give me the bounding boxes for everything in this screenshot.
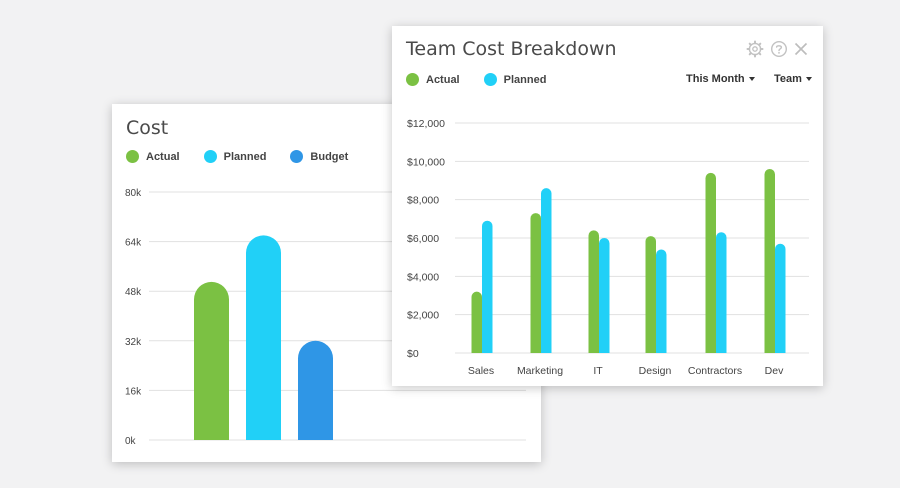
bar-planned-sales — [482, 220, 493, 353]
y-tick-label: 16k — [125, 386, 142, 397]
period-dropdown-label: This Month — [686, 73, 745, 85]
x-tick-label: Contractors — [688, 365, 742, 377]
team-legend: Actual Planned — [406, 73, 570, 86]
legend-item-planned[interactable]: Planned — [483, 73, 547, 86]
legend-label: Planned — [223, 150, 267, 163]
x-tick-label: Marketing — [517, 365, 563, 377]
caret-down-icon — [805, 77, 812, 82]
legend-item-actual[interactable]: Actual — [406, 73, 460, 86]
legend-label: Actual — [426, 73, 460, 86]
team-card-title: Team Cost Breakdown — [406, 38, 617, 60]
y-tick-label: $0 — [407, 348, 419, 360]
bar-planned — [246, 235, 281, 440]
bar-actual-marketing — [530, 213, 541, 353]
y-tick-label: 80k — [125, 188, 142, 199]
bar-planned-it — [599, 238, 610, 353]
x-tick-label: IT — [593, 365, 603, 377]
bar-planned-contractors — [716, 232, 727, 353]
legend-item-planned[interactable]: Planned — [203, 150, 267, 163]
legend-dot-actual — [406, 73, 419, 86]
y-tick-label: $12,000 — [407, 118, 445, 130]
y-tick-label: 64k — [125, 238, 142, 249]
legend-dot-actual — [126, 150, 139, 163]
team-cost-chart: $0 $2,000 $4,000 $6,000 $8,000 $10,000 $12,000… — [407, 118, 809, 377]
cost-card-title: Cost — [126, 117, 169, 139]
close-icon[interactable] — [793, 41, 809, 62]
caret-down-icon — [748, 77, 755, 82]
x-tick-label: Sales — [468, 365, 494, 377]
x-tick-label: Design — [639, 365, 672, 377]
bar-planned-marketing — [541, 188, 552, 353]
bar-budget — [298, 340, 333, 440]
y-tick-label: $8,000 — [407, 195, 439, 207]
legend-item-actual[interactable]: Actual — [126, 150, 180, 163]
period-dropdown[interactable]: This Month — [686, 73, 755, 85]
y-tick-label: $10,000 — [407, 156, 445, 168]
y-tick-label: $2,000 — [407, 310, 439, 322]
y-tick-label: $6,000 — [407, 233, 439, 245]
x-tick-label: Dev — [765, 365, 784, 377]
team-cost-card: Team Cost Breakdown Actual — [392, 26, 823, 386]
y-tick-label: 48k — [125, 287, 142, 298]
legend-label: Actual — [146, 150, 180, 163]
y-tick-label: $4,000 — [407, 271, 439, 283]
cost-legend: Actual Planned Budget — [126, 150, 372, 163]
group-dropdown-label: Team — [774, 73, 802, 85]
bar-actual-dev — [764, 169, 775, 353]
bar-planned-design — [656, 249, 667, 353]
bar-actual-it — [588, 230, 599, 353]
bar-planned-dev — [775, 243, 786, 353]
bar-actual-sales — [471, 291, 482, 353]
legend-dot-budget — [290, 150, 304, 163]
legend-dot-planned — [203, 150, 217, 163]
y-tick-label: 0k — [125, 436, 137, 447]
legend-label: Planned — [503, 73, 547, 86]
help-icon[interactable] — [770, 40, 788, 63]
bar-actual-design — [645, 236, 656, 353]
bar-actual — [194, 281, 229, 440]
legend-label: Budget — [310, 150, 349, 163]
bar-actual-contractors — [705, 172, 716, 353]
legend-item-budget[interactable]: Budget — [290, 150, 348, 163]
group-dropdown[interactable]: Team — [774, 73, 812, 85]
legend-dot-planned — [483, 73, 497, 86]
gear-icon[interactable] — [746, 40, 764, 63]
cost-chart: 0k 16k 32k 48k 64k 80k — [125, 188, 526, 447]
y-tick-label: 32k — [125, 337, 142, 348]
